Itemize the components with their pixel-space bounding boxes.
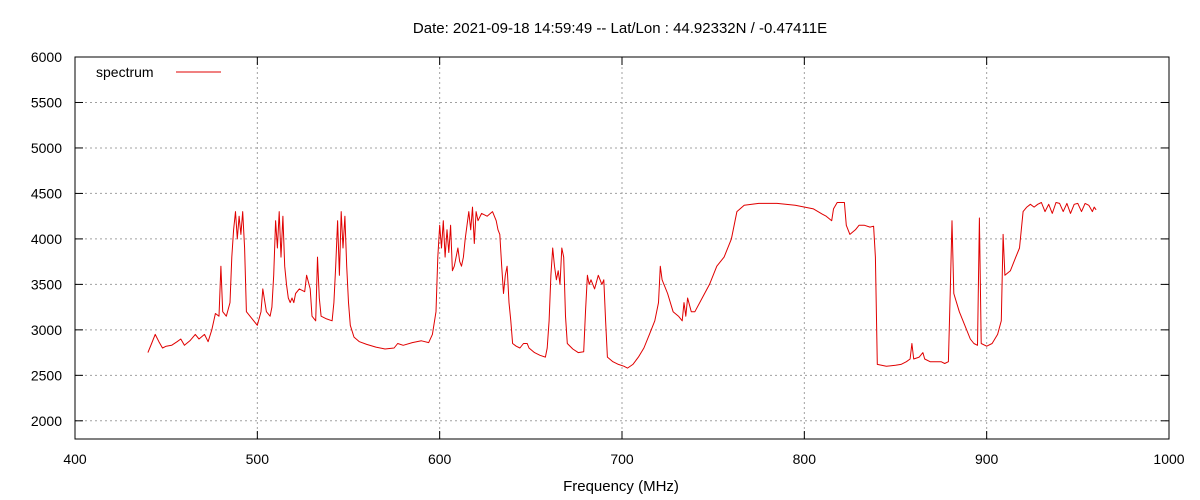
- x-tick-label: 700: [610, 451, 634, 467]
- x-tick-label: 800: [793, 451, 817, 467]
- x-tick-label: 600: [428, 451, 452, 467]
- legend: spectrum: [96, 64, 221, 80]
- tick-layer: 2000 2500 3000 3500 4000 4500 5000 5500 6000 400 5…: [31, 49, 1185, 467]
- grid-layer: [75, 57, 1169, 439]
- x-axis-label: Frequency (MHz): [563, 478, 679, 495]
- y-tick-label: 3500: [31, 276, 62, 292]
- series-line-spectrum: [147, 202, 1097, 369]
- y-tick-label: 2000: [31, 413, 62, 429]
- legend-label-spectrum: spectrum: [96, 64, 154, 80]
- chart-title: Date: 2021-09-18 14:59:49 -- Lat/Lon : 4…: [413, 20, 827, 37]
- y-tick-label: 2500: [31, 367, 62, 383]
- series-layer: [147, 202, 1097, 369]
- y-tick-label: 6000: [31, 49, 62, 65]
- y-tick-label: 4500: [31, 185, 62, 201]
- y-tick-label: 4000: [31, 231, 62, 247]
- x-tick-label: 1000: [1153, 451, 1184, 467]
- x-tick-label: 900: [975, 451, 999, 467]
- x-tick-label: 500: [246, 451, 270, 467]
- x-tick-label: 400: [63, 451, 87, 467]
- y-tick-label: 5000: [31, 140, 62, 156]
- y-tick-label: 3000: [31, 322, 62, 338]
- y-tick-label: 5500: [31, 94, 62, 110]
